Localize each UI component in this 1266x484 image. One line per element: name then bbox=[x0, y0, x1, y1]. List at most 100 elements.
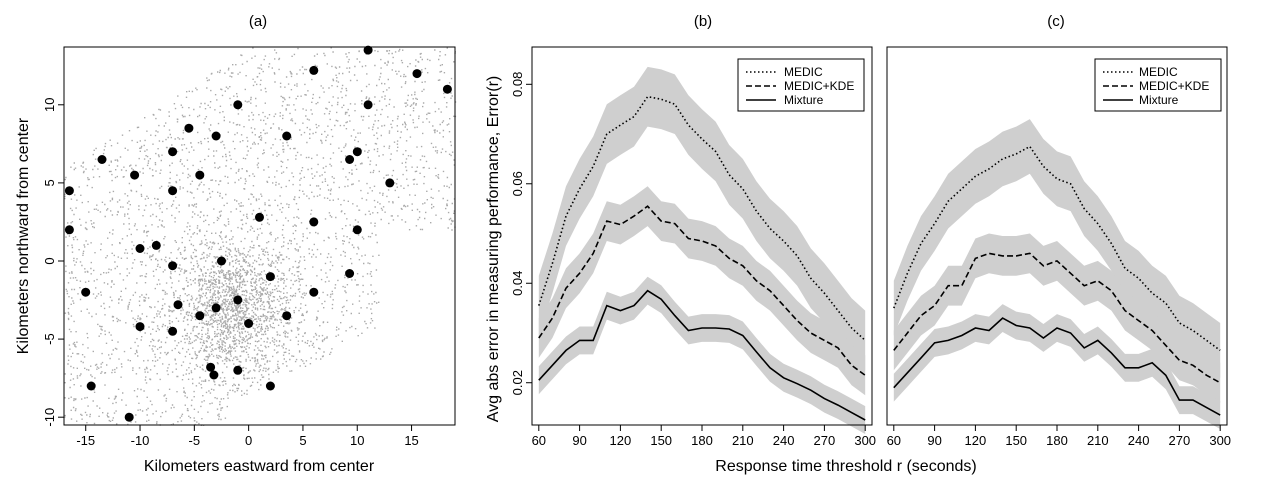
y-tick-label: 0.04 bbox=[510, 271, 525, 296]
y-tick-label: 10 bbox=[42, 98, 57, 112]
x-tick-label: 210 bbox=[732, 433, 754, 448]
line-medic bbox=[538, 95, 866, 341]
station-point bbox=[135, 322, 145, 332]
station-point bbox=[195, 170, 205, 180]
x-tick-label: 120 bbox=[965, 433, 987, 448]
x-tick-label: -15 bbox=[76, 433, 95, 448]
band-medic-kde bbox=[893, 233, 1221, 403]
station-point bbox=[442, 84, 452, 94]
panel-c-legend-box bbox=[1094, 58, 1222, 112]
panel-c-legend-medic-kde: MEDIC+KDE bbox=[1139, 79, 1209, 93]
x-tick-label: 150 bbox=[650, 433, 672, 448]
x-tick-label: 240 bbox=[773, 433, 795, 448]
panel-b-legend-medic: MEDIC bbox=[784, 65, 823, 79]
line-mixture bbox=[893, 317, 1221, 416]
x-tick-label: 270 bbox=[814, 433, 836, 448]
station-point bbox=[217, 256, 226, 266]
x-tick-label: 10 bbox=[350, 433, 364, 448]
x-tick-label: 15 bbox=[404, 433, 418, 448]
station-point bbox=[195, 311, 205, 321]
panel-c-series-lines bbox=[893, 145, 1221, 416]
station-point bbox=[363, 100, 373, 110]
panel-c-legend-medic: MEDIC bbox=[1139, 65, 1178, 79]
panel-a-background-points bbox=[64, 47, 457, 426]
station-point bbox=[265, 381, 275, 391]
panel-a-y-label: Kilometers northward from center bbox=[15, 117, 32, 354]
station-point bbox=[173, 300, 183, 310]
line-medic-kde bbox=[893, 252, 1221, 384]
station-point bbox=[352, 225, 362, 235]
x-tick-label: 180 bbox=[1046, 433, 1068, 448]
station-point bbox=[211, 303, 221, 313]
band-mixture bbox=[538, 276, 866, 434]
y-tick-label: 0.08 bbox=[510, 72, 525, 97]
station-point bbox=[352, 147, 362, 157]
x-tick-label: 150 bbox=[1005, 433, 1027, 448]
x-tick-label: 300 bbox=[854, 433, 876, 448]
station-point bbox=[255, 212, 264, 222]
station-point bbox=[168, 261, 178, 271]
station-point bbox=[244, 319, 254, 328]
station-point bbox=[209, 370, 219, 380]
panel-b-legend-mixture: Mixture bbox=[784, 93, 824, 107]
station-point bbox=[168, 326, 178, 336]
station-point bbox=[385, 178, 395, 188]
panel-c-x-axis: 60 90 120 150 180 210 240 270 300 bbox=[887, 425, 1231, 448]
panel-a-title: (a) bbox=[249, 13, 267, 30]
x-tick-label: -10 bbox=[131, 433, 150, 448]
x-tick-label: 270 bbox=[1169, 433, 1191, 448]
band-medic bbox=[538, 66, 866, 371]
station-point bbox=[151, 240, 161, 250]
station-point bbox=[184, 123, 194, 133]
line-medic-kde bbox=[538, 205, 866, 376]
station-point bbox=[233, 100, 243, 110]
x-tick-label: 120 bbox=[610, 433, 632, 448]
panel-b-confidence-bands bbox=[538, 66, 866, 434]
panel-c-confidence-bands bbox=[893, 119, 1221, 429]
x-tick-label: 90 bbox=[572, 433, 586, 448]
panel-b-title: (b) bbox=[694, 13, 712, 30]
panel-c-title: (c) bbox=[1047, 13, 1065, 30]
y-tick-label: 0.06 bbox=[510, 171, 525, 196]
panel-a-stations bbox=[64, 45, 452, 422]
station-point bbox=[309, 287, 319, 297]
x-tick-label: 0 bbox=[245, 433, 252, 448]
station-point bbox=[345, 269, 355, 278]
station-point bbox=[309, 217, 319, 227]
panel-b-legend-medic-kde: MEDIC+KDE bbox=[784, 79, 854, 93]
x-tick-label: 90 bbox=[927, 433, 941, 448]
station-point bbox=[233, 365, 243, 375]
panel-a-x-label: Kilometers eastward from center bbox=[144, 458, 375, 475]
x-tick-label: 240 bbox=[1128, 433, 1150, 448]
x-tick-label: 210 bbox=[1087, 433, 1109, 448]
panel-c-chart: (c) 60 90 120 150 180 210 240 270 300 MEDIC MEDI… bbox=[886, 13, 1231, 448]
station-point bbox=[412, 69, 422, 79]
y-tick-label: 5 bbox=[42, 179, 57, 186]
shared-x-label: Response time threshold r (seconds) bbox=[715, 458, 976, 475]
y-tick-label: 0 bbox=[42, 257, 57, 264]
station-point bbox=[86, 381, 96, 391]
panel-c-legend-mixture: Mixture bbox=[1139, 93, 1179, 107]
panel-b-legend-box bbox=[737, 58, 865, 112]
station-point bbox=[64, 225, 74, 235]
panel-a-x-axis: -15 -10 -5 0 5 10 15 bbox=[76, 425, 419, 448]
station-point bbox=[168, 186, 178, 196]
panel-b-legend: MEDIC MEDIC+KDE Mixture bbox=[737, 58, 865, 112]
station-point bbox=[206, 362, 216, 372]
panel-a-plot-frame bbox=[63, 46, 456, 426]
station-point bbox=[81, 287, 91, 297]
band-mixture bbox=[893, 304, 1221, 429]
station-point bbox=[345, 155, 355, 164]
station-point bbox=[124, 412, 134, 422]
panel-b-y-axis: 0.02 0.04 0.06 0.08 bbox=[510, 72, 532, 395]
band-medic bbox=[893, 119, 1221, 378]
x-tick-label: 60 bbox=[887, 433, 901, 448]
x-tick-label: 180 bbox=[691, 433, 713, 448]
station-point bbox=[135, 244, 145, 253]
panel-b-y-label: Avg abs error in measuring performance, … bbox=[485, 76, 502, 423]
panel-b-chart: (b) 60 90 120 150 180 210 240 270 300 0.020.040.… bbox=[485, 13, 876, 448]
station-point bbox=[282, 131, 292, 141]
x-tick-label: 60 bbox=[532, 433, 546, 448]
y-tick-label: -10 bbox=[42, 408, 57, 427]
panel-a-y-axis: -10 -5 0 5 10 bbox=[42, 98, 64, 427]
